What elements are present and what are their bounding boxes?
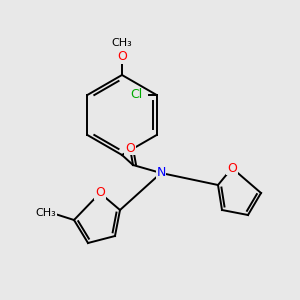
Text: CH₃: CH₃	[36, 208, 56, 218]
Text: O: O	[95, 187, 105, 200]
Text: O: O	[227, 161, 237, 175]
Text: N: N	[156, 167, 166, 179]
Text: O: O	[125, 142, 135, 154]
Text: Cl: Cl	[130, 88, 143, 101]
Text: CH₃: CH₃	[112, 38, 132, 48]
Text: O: O	[117, 50, 127, 64]
